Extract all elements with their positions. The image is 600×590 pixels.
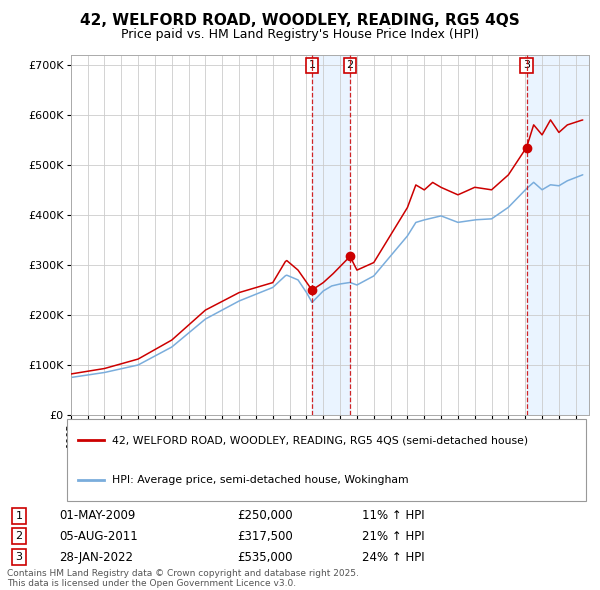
Text: HPI: Average price, semi-detached house, Wokingham: HPI: Average price, semi-detached house,… — [112, 475, 409, 485]
FancyBboxPatch shape — [67, 418, 586, 502]
Text: Contains HM Land Registry data © Crown copyright and database right 2025.
This d: Contains HM Land Registry data © Crown c… — [7, 569, 359, 588]
Bar — [527, 55, 589, 415]
Text: 2: 2 — [346, 60, 353, 70]
Text: 01-MAY-2009: 01-MAY-2009 — [59, 509, 136, 522]
Text: 42, WELFORD ROAD, WOODLEY, READING, RG5 4QS: 42, WELFORD ROAD, WOODLEY, READING, RG5 … — [80, 13, 520, 28]
Text: 11% ↑ HPI: 11% ↑ HPI — [362, 509, 425, 522]
Text: Price paid vs. HM Land Registry's House Price Index (HPI): Price paid vs. HM Land Registry's House … — [121, 28, 479, 41]
Text: 24% ↑ HPI: 24% ↑ HPI — [362, 550, 425, 563]
Text: 28-JAN-2022: 28-JAN-2022 — [59, 550, 133, 563]
Text: 42, WELFORD ROAD, WOODLEY, READING, RG5 4QS (semi-detached house): 42, WELFORD ROAD, WOODLEY, READING, RG5 … — [112, 435, 528, 445]
Text: £317,500: £317,500 — [238, 530, 293, 543]
Text: 2: 2 — [16, 531, 23, 541]
Text: £535,000: £535,000 — [238, 550, 293, 563]
Text: £250,000: £250,000 — [238, 509, 293, 522]
Text: 1: 1 — [308, 60, 316, 70]
Text: 3: 3 — [16, 552, 23, 562]
Text: 3: 3 — [523, 60, 530, 70]
Text: 05-AUG-2011: 05-AUG-2011 — [59, 530, 138, 543]
Text: 21% ↑ HPI: 21% ↑ HPI — [362, 530, 425, 543]
Bar — [312, 55, 350, 415]
Text: 1: 1 — [16, 511, 23, 521]
